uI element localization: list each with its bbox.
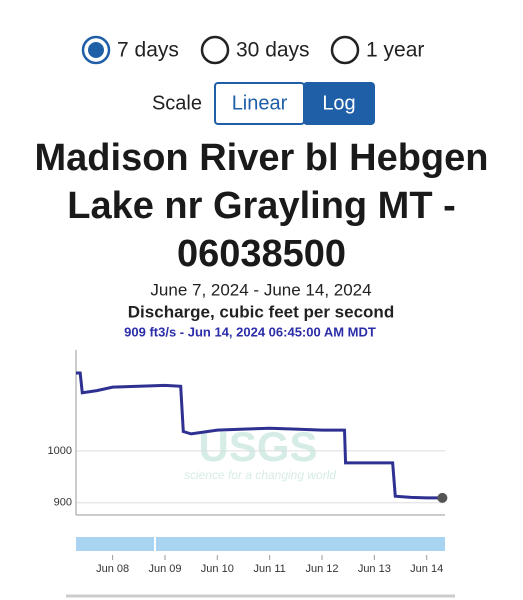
x-tick-label: Jun 10 (201, 563, 234, 575)
status: 909 ft3/s - Jun 14, 2024 06:45:00 AM MDT (124, 324, 376, 339)
data-line (76, 371, 443, 500)
radio-label[interactable]: 30 days (236, 39, 310, 62)
x-tick-label: Jun 08 (96, 563, 129, 575)
x-tick-label: Jun 12 (305, 563, 338, 575)
x-tick-label: Jun 11 (254, 563, 286, 575)
scale-label: Scale (152, 92, 202, 114)
y-tick-label: 1000 (48, 445, 72, 457)
scale-button[interactable] (303, 82, 375, 125)
scale-button-label[interactable]: Linear (232, 92, 288, 114)
x-tick-label: Jun 09 (148, 563, 181, 575)
radio-label[interactable]: 1 year (366, 39, 424, 62)
last-point (437, 492, 448, 503)
y-tick-label: 900 (54, 497, 72, 509)
scale-button-label[interactable]: Log (322, 92, 355, 114)
radio-button[interactable] (200, 35, 230, 65)
radio-button[interactable] (330, 35, 360, 65)
radio-label[interactable]: 7 days (117, 39, 179, 62)
navigator[interactable] (76, 537, 445, 551)
x-tick-label: Jun 13 (358, 563, 391, 575)
y-axis-label: Discharge, cubic feet per second (128, 302, 394, 321)
radio-dot (88, 42, 104, 58)
subtitle: June 7, 2024 - June 14, 2024 (150, 280, 371, 299)
x-tick-label: Jun 14 (410, 563, 443, 575)
chart-title: Madison River bl Hebgen Lake nr Grayling… (34, 137, 489, 275)
watermark-tagline: science for a changing world (184, 468, 336, 482)
